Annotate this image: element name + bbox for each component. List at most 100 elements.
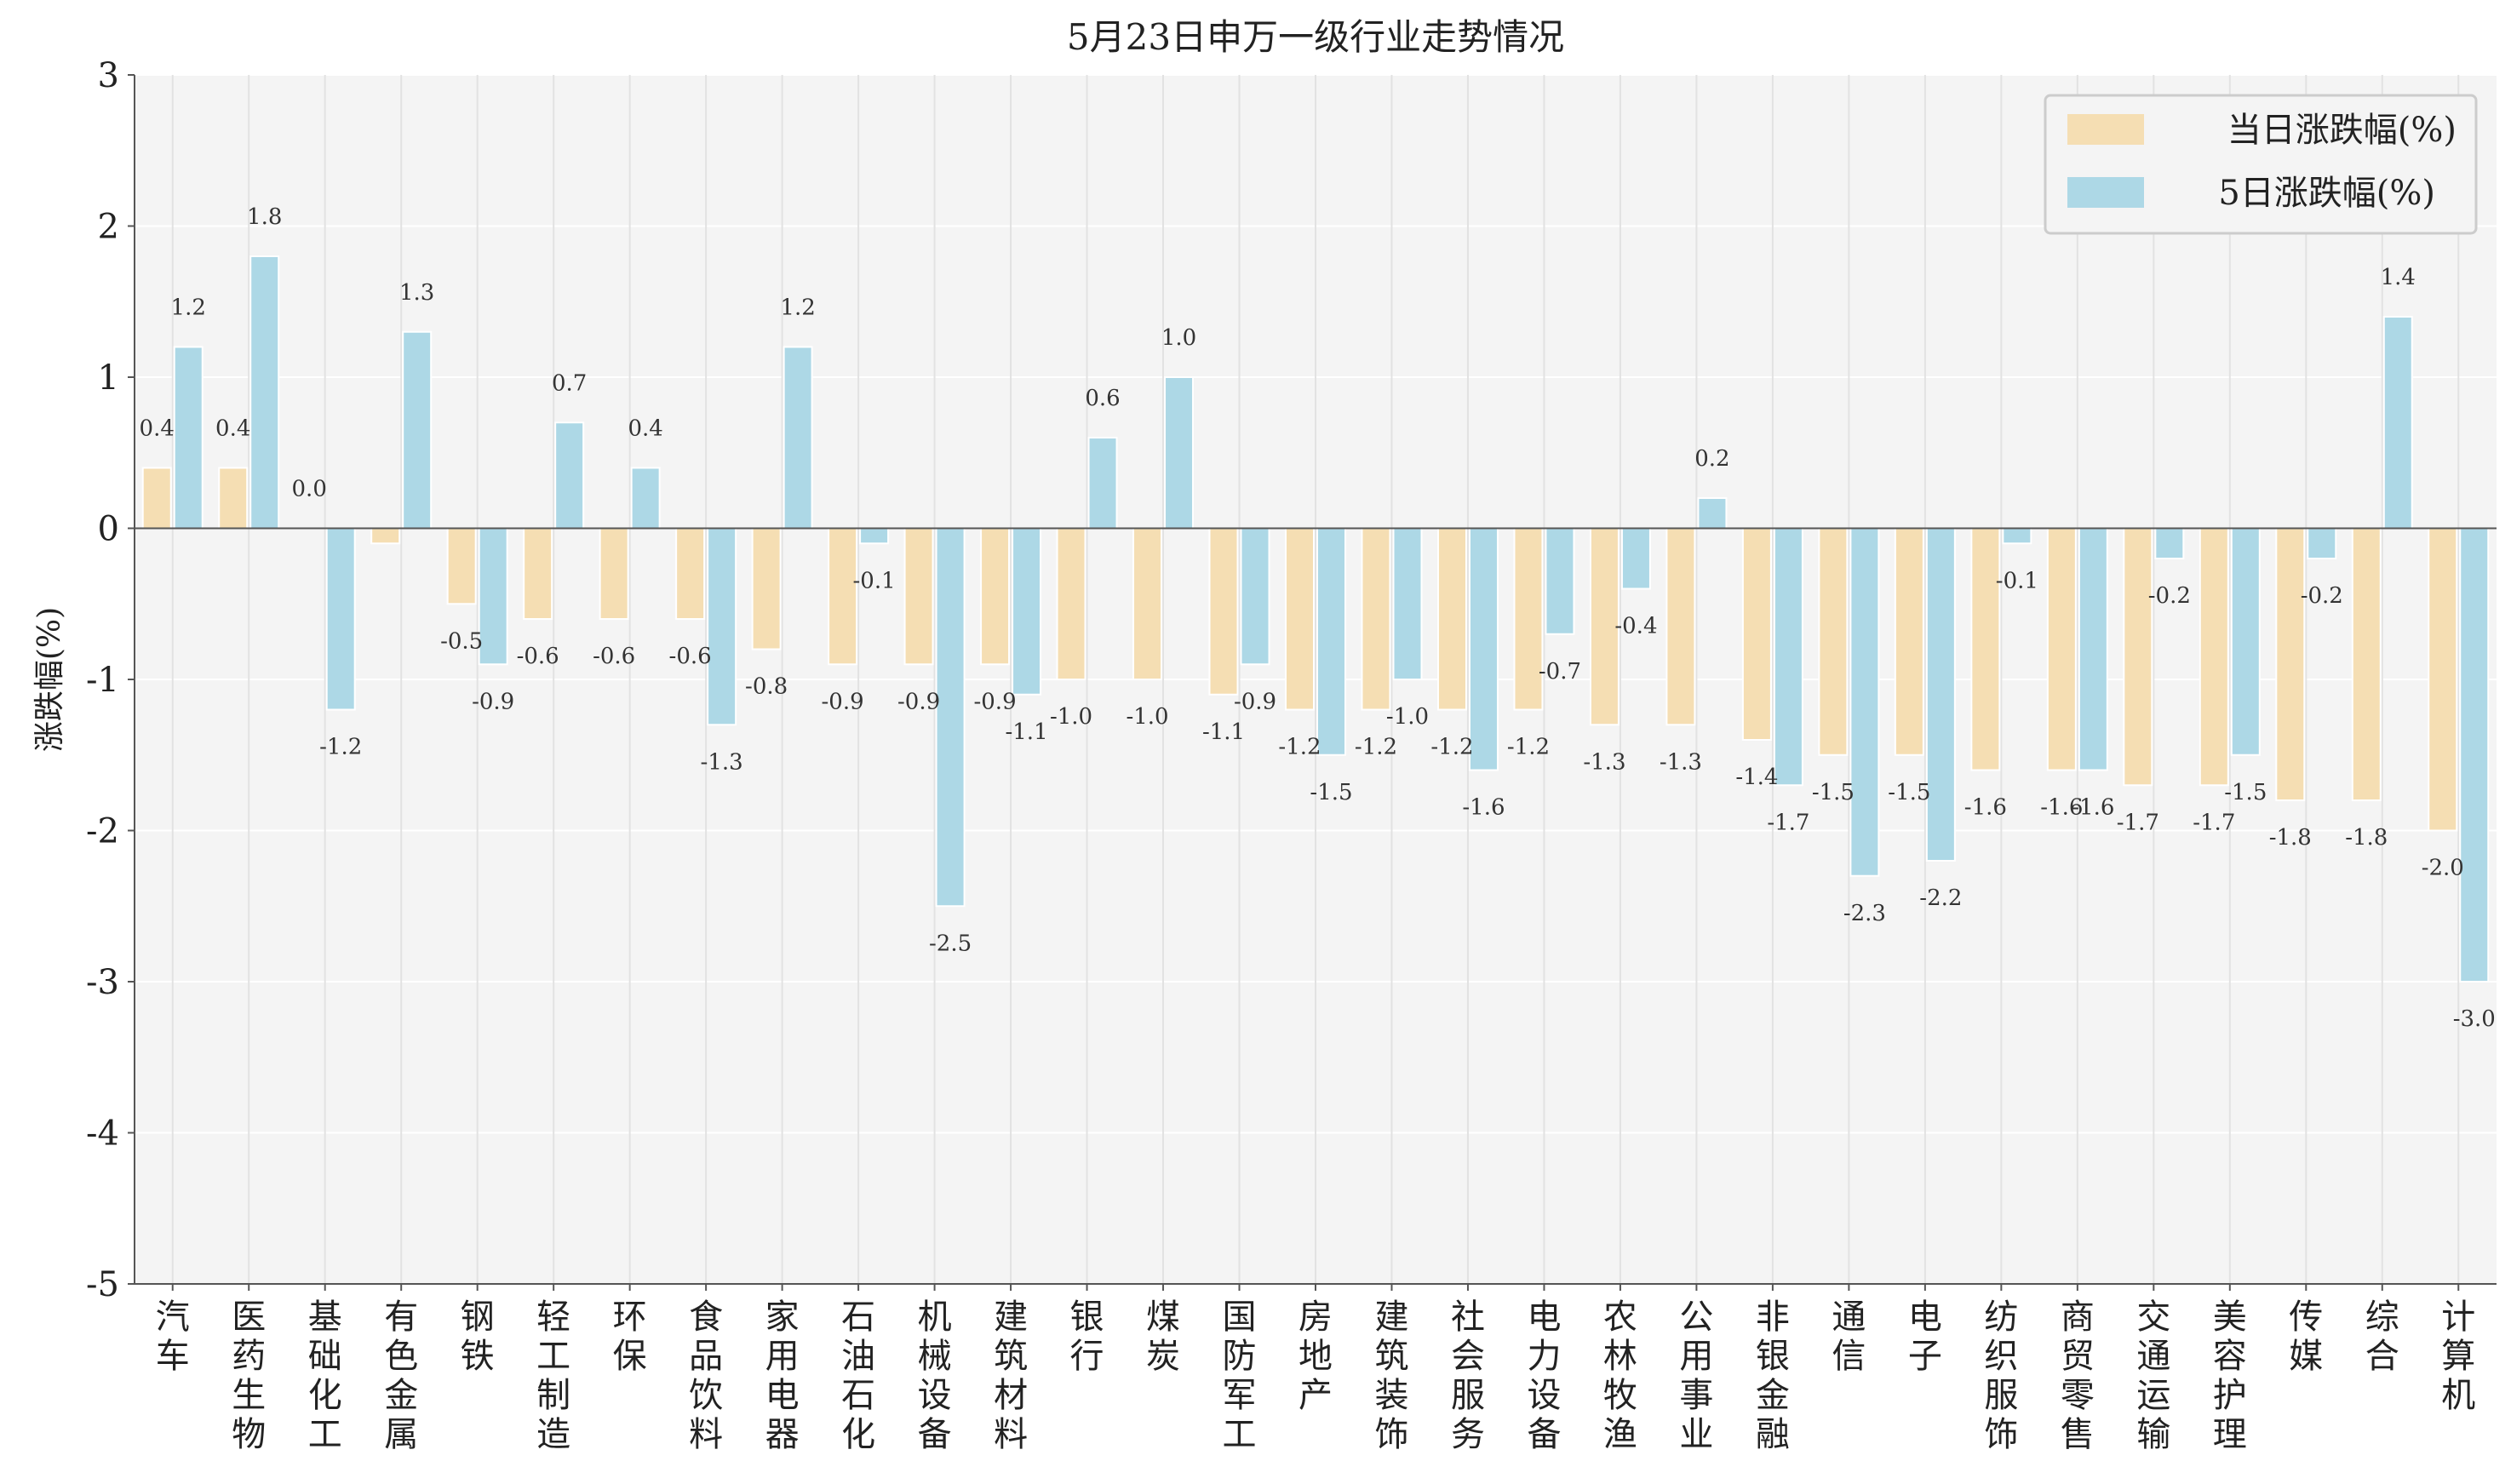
data-label-5day: -0.1 — [853, 568, 896, 593]
bar-daily — [980, 527, 1011, 666]
bar-5day — [1545, 527, 1575, 635]
bar-5day — [554, 421, 585, 530]
x-tick-label: 钢铁 — [461, 1298, 495, 1376]
x-tick-label: 机械设备 — [918, 1298, 952, 1454]
bar-daily — [141, 467, 172, 530]
bar-5day — [402, 330, 433, 530]
bar-daily — [903, 527, 934, 666]
bar-daily — [1818, 527, 1849, 756]
data-label-daily: 0.4 — [215, 416, 250, 442]
bar-daily — [2428, 527, 2458, 832]
data-label-5day: 1.8 — [247, 204, 282, 230]
data-label-5day: -1.7 — [1767, 810, 1809, 835]
data-label-5day: -0.1 — [1996, 568, 2038, 593]
bar-daily — [2046, 527, 2077, 771]
data-label-5day: -2.5 — [929, 931, 972, 956]
legend: 当日涨跌幅(%) 5日涨跌幅(%) — [2044, 94, 2478, 235]
data-label-5day: -0.9 — [472, 689, 514, 714]
bar-5day — [630, 467, 661, 530]
x-tick-label: 基础化工 — [308, 1298, 342, 1454]
bar-daily — [1208, 527, 1239, 696]
bar-daily — [1132, 527, 1163, 680]
data-label-daily: -1.6 — [2040, 795, 2083, 821]
data-label-5day: 1.2 — [780, 295, 815, 321]
bar-5day — [2230, 527, 2261, 756]
bar-daily — [1970, 527, 2001, 771]
x-tick-label: 综合 — [2365, 1298, 2399, 1376]
data-label-5day: 1.4 — [2381, 265, 2416, 290]
legend-label-5day: 5日涨跌幅(%) — [2218, 174, 2435, 213]
data-label-daily: -0.6 — [517, 644, 559, 669]
bar-daily — [446, 527, 477, 605]
x-tick-label: 房地产 — [1298, 1298, 1333, 1415]
bar-5day — [1620, 527, 1651, 590]
x-tick-label: 纺织服饰 — [1984, 1298, 2018, 1454]
x-tick-label: 传媒 — [2289, 1298, 2323, 1376]
data-label-5day: -3.0 — [2453, 1006, 2496, 1032]
bar-daily — [2199, 527, 2229, 787]
data-label-daily: -1.3 — [1583, 749, 1625, 775]
y-tick-label: -2 — [86, 812, 119, 851]
x-tick-label: 轻工制造 — [536, 1298, 570, 1454]
y-tick-label: -5 — [86, 1265, 119, 1304]
x-tick-label: 商贸零售 — [2061, 1298, 2095, 1454]
bar-5day — [478, 527, 508, 666]
y-tick-label: -1 — [86, 661, 119, 700]
bar-daily — [1665, 527, 1696, 726]
data-label-daily: -1.8 — [2269, 825, 2312, 851]
y-tick-label: -4 — [86, 1114, 119, 1154]
x-tick-label: 有色金属 — [384, 1298, 418, 1454]
data-label-daily: -1.1 — [1202, 719, 1245, 745]
bar-daily — [828, 527, 858, 666]
data-label-5day: -1.6 — [1462, 795, 1505, 821]
bar-5day — [707, 527, 737, 726]
chart-title: 5月23日申万一级行业走势情况 — [1067, 16, 1564, 58]
data-label-daily: -1.3 — [1660, 749, 1702, 775]
bar-5day — [249, 255, 280, 530]
bar-daily — [1436, 527, 1467, 711]
data-label-daily: 0.0 — [292, 477, 327, 502]
x-tick-label: 家用电器 — [765, 1298, 800, 1454]
bar-5day — [1240, 527, 1270, 666]
data-label-daily: -0.5 — [440, 628, 483, 654]
legend-swatch-5day — [2067, 177, 2144, 208]
data-label-5day: -0.4 — [1614, 614, 1657, 639]
x-axis-ticks: 汽车 医药生物 基础化工 有色金属 钢铁 轻工制造 环保 食品饮料 家用电器 石油石化 机械设备 建筑… — [156, 1284, 2475, 1454]
x-tick-label: 石油石化 — [841, 1298, 875, 1454]
data-label-daily: -1.2 — [1507, 735, 1550, 760]
bar-daily — [523, 527, 553, 620]
data-label-daily: -1.0 — [1126, 704, 1168, 730]
x-tick-label: 公用事业 — [1679, 1298, 1713, 1454]
data-label-5day: -1.5 — [2224, 780, 2267, 805]
x-tick-label: 美容护理 — [2213, 1298, 2247, 1454]
bar-5day — [783, 346, 813, 530]
data-label-daily: -1.0 — [1050, 704, 1092, 730]
bar-5day — [1468, 527, 1499, 771]
bar-daily — [2275, 527, 2306, 801]
x-tick-label: 社会服务 — [1451, 1298, 1485, 1454]
bar-5day — [935, 527, 966, 908]
y-tick-label: 1 — [98, 358, 119, 398]
data-label-daily: -1.5 — [1888, 780, 1930, 805]
data-label-daily: -1.7 — [2193, 810, 2235, 835]
y-tick-label: 2 — [98, 208, 119, 247]
data-labels: 0.41.20.41.80.0-1.21.3-0.5-0.9-0.60.7-0.… — [140, 204, 2496, 1032]
data-label-daily: -0.9 — [897, 689, 940, 714]
data-label-daily: -0.6 — [669, 644, 712, 669]
data-label-5day: -1.1 — [1005, 719, 1047, 745]
data-label-daily: -2.0 — [2422, 856, 2464, 881]
bar-5day — [1773, 527, 1803, 787]
x-tick-label: 银行 — [1070, 1298, 1104, 1376]
y-axis-label: 涨跌幅(%) — [32, 607, 67, 752]
data-label-daily: -1.4 — [1735, 765, 1778, 790]
x-tick-label: 电子 — [1908, 1298, 1942, 1376]
bar-daily — [1285, 527, 1315, 711]
bar-daily — [2351, 527, 2382, 801]
x-tick-label: 农林牧渔 — [1603, 1298, 1637, 1454]
legend-box — [2044, 94, 2478, 235]
data-label-5day: 0.7 — [552, 370, 587, 396]
bar-daily — [2123, 527, 2153, 787]
x-tick-label: 建筑材料 — [994, 1298, 1028, 1454]
data-label-5day: -1.2 — [319, 735, 362, 760]
bar-daily — [675, 527, 706, 620]
